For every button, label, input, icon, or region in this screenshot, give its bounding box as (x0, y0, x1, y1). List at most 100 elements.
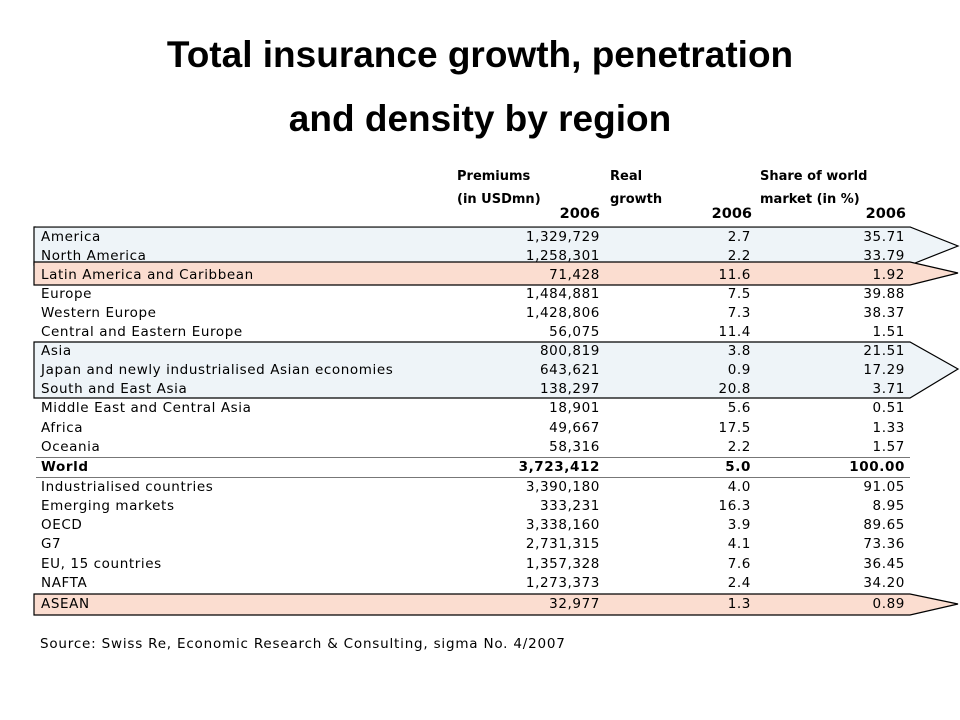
row-share: 36.45 (863, 556, 905, 572)
row-premiums: 3,338,160 (525, 517, 600, 533)
row-growth: 7.5 (727, 286, 751, 302)
row-label: Industrialised countries (41, 479, 214, 495)
row-growth: 3.8 (727, 343, 751, 359)
row-premiums: 58,316 (549, 439, 600, 455)
row-growth: 17.5 (718, 420, 751, 436)
row-premiums: 1,273,373 (525, 575, 600, 591)
year-growth: 2006 (711, 206, 752, 222)
row-growth: 5.0 (725, 459, 751, 475)
row-label: Emerging markets (41, 498, 175, 514)
year-share: 2006 (865, 206, 906, 222)
year-premiums: 2006 (559, 206, 600, 222)
row-share: 1.33 (872, 420, 905, 436)
header-growth: Real growth (610, 165, 662, 211)
row-growth: 11.6 (718, 267, 751, 283)
header-share: Share of world market (in %) (760, 165, 867, 211)
header-growth-line-1: Real (610, 169, 643, 184)
row-label: Central and Eastern Europe (41, 324, 243, 340)
row-premiums: 1,484,881 (525, 286, 600, 302)
row-premiums: 1,258,301 (525, 248, 600, 264)
header-premiums: Premiums (in USDmn) (457, 165, 541, 211)
row-share: 39.88 (863, 286, 905, 302)
row-share: 21.51 (863, 343, 905, 359)
row-premiums: 32,977 (549, 596, 600, 612)
row-premiums: 138,297 (539, 381, 600, 397)
row-share: 38.37 (863, 305, 905, 321)
header-divider (36, 226, 910, 227)
header-premiums-line-2: (in USDmn) (457, 192, 541, 207)
row-growth: 2.2 (727, 248, 751, 264)
table-row: NAFTA 1,273,373 2.4 34.20 (36, 574, 910, 593)
row-label: World (41, 459, 89, 475)
row-growth: 7.3 (727, 305, 751, 321)
row-label: Oceania (41, 439, 101, 455)
row-premiums: 56,075 (549, 324, 600, 340)
table-row: Middle East and Central Asia 18,901 5.6 0.5… (36, 399, 910, 418)
row-share: 3.71 (872, 381, 905, 397)
row-growth: 5.6 (727, 400, 751, 416)
row-label: OECD (41, 517, 83, 533)
row-growth: 4.0 (727, 479, 751, 495)
row-growth: 1.3 (727, 596, 751, 612)
row-growth: 2.4 (727, 575, 751, 591)
table-row: Western Europe 1,428,806 7.3 38.37 (36, 304, 910, 323)
world-divider-top (36, 457, 910, 458)
table-row: Africa 49,667 17.5 1.33 (36, 419, 910, 438)
row-premiums: 18,901 (549, 400, 600, 416)
row-share: 8.95 (872, 498, 905, 514)
row-label: Asia (41, 343, 72, 359)
table-row: South and East Asia 138,297 20.8 3.71 (36, 380, 910, 399)
row-premiums: 333,231 (539, 498, 600, 514)
row-premiums: 2,731,315 (525, 536, 600, 552)
table-row: America 1,329,729 2.7 35.71 (36, 228, 910, 247)
row-label: ASEAN (41, 596, 90, 612)
row-premiums: 800,819 (539, 343, 600, 359)
row-premiums: 3,723,412 (518, 459, 600, 475)
table-row: G7 2,731,315 4.1 73.36 (36, 535, 910, 554)
row-premiums: 1,428,806 (525, 305, 600, 321)
header-share-line-1: Share of world (760, 169, 868, 184)
page-title-line-1: Total insurance growth, penetration (166, 34, 794, 75)
row-label: Europe (41, 286, 93, 302)
row-label: Western Europe (41, 305, 157, 321)
row-label: Africa (41, 420, 84, 436)
row-share: 34.20 (863, 575, 905, 591)
row-share: 35.71 (863, 229, 905, 245)
row-share: 100.00 (849, 459, 905, 475)
row-share: 1.92 (872, 267, 905, 283)
table-row: Oceania 58,316 2.2 1.57 (36, 438, 910, 457)
row-label: Latin America and Caribbean (41, 267, 254, 283)
row-share: 89.65 (863, 517, 905, 533)
row-growth: 2.7 (727, 229, 751, 245)
row-premiums: 1,357,328 (525, 556, 600, 572)
row-label: North America (41, 248, 147, 264)
table-row: Latin America and Caribbean 71,428 11.6 1.9… (36, 266, 910, 285)
row-premiums: 49,667 (549, 420, 600, 436)
row-share: 91.05 (863, 479, 905, 495)
table-row: Japan and newly industrialised Asian eco… (36, 361, 910, 380)
row-label: America (41, 229, 101, 245)
table-row: World 3,723,412 5.0 100.00 (36, 458, 910, 477)
row-growth: 3.9 (727, 517, 751, 533)
row-label: NAFTA (41, 575, 88, 591)
header-growth-line-2: growth (610, 192, 663, 207)
row-growth: 2.2 (727, 439, 751, 455)
row-label: G7 (41, 536, 62, 552)
row-share: 1.51 (872, 324, 905, 340)
row-growth: 16.3 (718, 498, 751, 514)
header-share-line-2: market (in %) (760, 192, 860, 207)
table-row: Industrialised countries 3,390,180 4.0 91.0… (36, 478, 910, 497)
row-growth: 7.6 (727, 556, 751, 572)
header-premiums-line-1: Premiums (457, 169, 531, 184)
row-share: 33.79 (863, 248, 905, 264)
row-growth: 0.9 (727, 362, 751, 378)
row-growth: 11.4 (718, 324, 751, 340)
table-row: OECD 3,338,160 3.9 89.65 (36, 516, 910, 535)
source-note: Source: Swiss Re, Economic Research & Co… (40, 636, 566, 652)
table-row: Central and Eastern Europe 56,075 11.4 1.51 (36, 323, 910, 342)
row-label: Japan and newly industrialised Asian eco… (41, 362, 394, 378)
world-divider-bottom (36, 477, 910, 478)
row-growth: 20.8 (718, 381, 751, 397)
